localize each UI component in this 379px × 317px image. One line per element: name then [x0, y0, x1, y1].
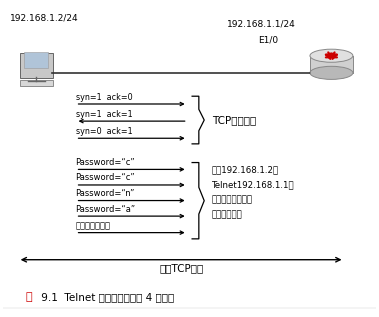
Text: Password=“c”: Password=“c” [75, 173, 135, 183]
Text: 其他的操作命令: 其他的操作命令 [75, 221, 111, 230]
Text: Password=“c”: Password=“c” [75, 158, 135, 167]
Text: 行其它的命令: 行其它的命令 [212, 210, 243, 219]
Text: syn=0  ack=1: syn=0 ack=1 [75, 127, 132, 136]
Text: 图: 图 [25, 292, 32, 302]
Ellipse shape [310, 49, 353, 62]
Text: Password=“a”: Password=“a” [75, 205, 136, 214]
Text: syn=1  ack=1: syn=1 ack=1 [75, 110, 132, 119]
Ellipse shape [310, 66, 353, 79]
Text: E1/0: E1/0 [258, 36, 279, 44]
Text: 切断TCP链路: 切断TCP链路 [160, 263, 204, 273]
Text: 9.1  Telnet 远程登录服务的 4 个过程: 9.1 Telnet 远程登录服务的 4 个过程 [38, 292, 174, 302]
Text: Password=“n”: Password=“n” [75, 189, 135, 198]
FancyBboxPatch shape [24, 52, 49, 68]
Text: 192.168.1.1/24: 192.168.1.1/24 [227, 20, 296, 29]
FancyBboxPatch shape [310, 56, 353, 73]
Text: Telnet192.168.1.1就: Telnet192.168.1.1就 [212, 181, 294, 190]
Text: TCP三次握手: TCP三次握手 [212, 115, 256, 125]
FancyBboxPatch shape [20, 80, 53, 86]
Text: 必须输入密码与执: 必须输入密码与执 [212, 196, 253, 204]
Text: syn=1  ack=0: syn=1 ack=0 [75, 93, 132, 101]
FancyBboxPatch shape [20, 53, 53, 78]
Text: 如果192.168.1.2要: 如果192.168.1.2要 [212, 166, 279, 175]
Text: 192.168.1.2/24: 192.168.1.2/24 [10, 14, 79, 23]
